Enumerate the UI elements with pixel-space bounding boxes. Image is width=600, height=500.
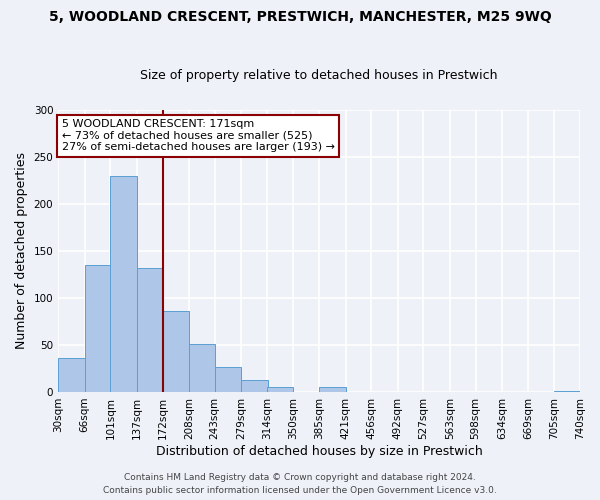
Bar — [319, 388, 346, 392]
Bar — [110, 176, 137, 392]
Bar — [85, 265, 111, 392]
Text: Contains HM Land Registry data © Crown copyright and database right 2024.
Contai: Contains HM Land Registry data © Crown c… — [103, 474, 497, 495]
Bar — [189, 344, 215, 392]
Bar — [137, 268, 163, 392]
Bar — [215, 368, 241, 392]
Bar — [241, 380, 268, 392]
Bar — [554, 391, 581, 392]
Bar — [58, 358, 85, 392]
Text: 5 WOODLAND CRESCENT: 171sqm
← 73% of detached houses are smaller (525)
27% of se: 5 WOODLAND CRESCENT: 171sqm ← 73% of det… — [62, 119, 335, 152]
Bar — [163, 311, 189, 392]
X-axis label: Distribution of detached houses by size in Prestwich: Distribution of detached houses by size … — [156, 444, 482, 458]
Y-axis label: Number of detached properties: Number of detached properties — [15, 152, 28, 350]
Title: Size of property relative to detached houses in Prestwich: Size of property relative to detached ho… — [140, 69, 498, 82]
Text: 5, WOODLAND CRESCENT, PRESTWICH, MANCHESTER, M25 9WQ: 5, WOODLAND CRESCENT, PRESTWICH, MANCHES… — [49, 10, 551, 24]
Bar — [267, 388, 293, 392]
